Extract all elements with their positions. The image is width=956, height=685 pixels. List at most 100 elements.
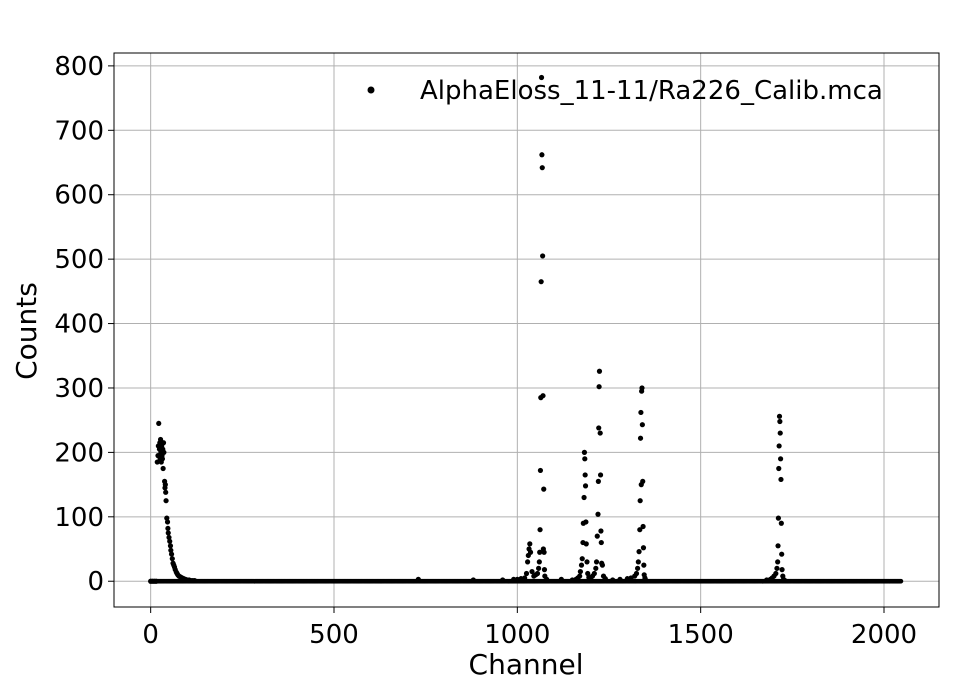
data-point — [161, 449, 167, 455]
data-point — [578, 562, 585, 568]
data-point — [598, 528, 604, 534]
data-point — [527, 549, 534, 555]
data-point — [775, 515, 782, 521]
data-point — [169, 556, 175, 562]
axis-ticks: 0 500 1000 1500 2000 0 100 200 300 400 500 600 700 80… — [54, 52, 917, 650]
x-axis-label: Channel — [469, 648, 584, 681]
data-point — [511, 576, 517, 582]
legend-label: AlphaEloss_11-11/Ra226_Calib.mca — [420, 76, 883, 106]
data-point — [167, 538, 173, 544]
data-point — [539, 165, 545, 171]
data-point — [584, 559, 590, 565]
data-point — [640, 523, 646, 530]
y-tick-label: 400 — [54, 310, 104, 340]
data-point — [583, 541, 589, 547]
data-point — [635, 559, 641, 565]
data-point — [778, 476, 784, 483]
data-point — [164, 519, 171, 525]
y-tick-label: 600 — [54, 181, 104, 211]
data-point — [541, 567, 548, 573]
data-point — [579, 556, 585, 562]
data-point — [536, 559, 542, 565]
data-point — [581, 449, 588, 455]
data-point — [541, 549, 547, 555]
data-point — [782, 577, 788, 584]
x-tick-label: 2000 — [851, 620, 917, 650]
data-point — [534, 570, 541, 577]
data-point — [525, 559, 531, 565]
data-point — [639, 422, 645, 428]
baseline-point — [898, 578, 904, 584]
data-point — [637, 498, 643, 504]
data-point — [776, 443, 782, 449]
data-point — [598, 539, 604, 546]
y-tick-label: 100 — [54, 503, 104, 533]
data-point — [633, 570, 640, 577]
data-point — [164, 515, 170, 521]
data-point — [595, 511, 601, 517]
y-tick-label: 700 — [54, 116, 104, 146]
data-point — [153, 578, 159, 584]
data-point — [596, 384, 602, 390]
data-point — [779, 551, 785, 557]
data-point — [636, 549, 642, 555]
data-point — [577, 568, 584, 575]
data-point — [602, 576, 608, 582]
data-point — [582, 483, 589, 489]
x-tick-label: 1500 — [668, 620, 734, 650]
data-point — [538, 279, 544, 285]
data-point — [640, 545, 647, 551]
data-point — [527, 541, 533, 547]
data-point — [160, 465, 166, 472]
data-point — [777, 430, 783, 436]
data-point — [544, 576, 550, 582]
data-point — [558, 576, 564, 582]
data-point — [635, 565, 641, 571]
data-point — [596, 368, 603, 374]
data-point — [773, 570, 779, 577]
data-point — [610, 577, 616, 583]
data-point — [163, 489, 169, 495]
data-point — [577, 573, 583, 579]
data-point — [778, 520, 784, 526]
data-point — [540, 253, 546, 259]
data-point — [779, 567, 785, 573]
data-point — [156, 420, 162, 427]
y-axis-label: Counts — [10, 282, 43, 380]
data-point — [470, 577, 476, 583]
y-tick-label: 300 — [54, 374, 104, 404]
data-point — [160, 440, 167, 446]
data-point — [536, 565, 542, 571]
data-point — [639, 385, 645, 391]
data-point — [500, 577, 506, 583]
data-point — [774, 565, 780, 571]
data-point — [538, 74, 545, 81]
data-point — [540, 393, 546, 399]
y-tick-label: 200 — [54, 438, 104, 468]
data-points — [148, 74, 904, 584]
data-point — [597, 430, 603, 436]
data-point — [522, 575, 528, 581]
data-point — [582, 456, 588, 462]
data-point — [539, 152, 545, 158]
data-point — [776, 465, 782, 472]
data-point — [641, 562, 647, 568]
data-point — [777, 418, 783, 425]
data-point — [415, 576, 421, 582]
data-point — [167, 543, 174, 549]
data-point — [581, 494, 587, 501]
data-point — [596, 425, 602, 431]
data-point — [165, 525, 171, 532]
legend-marker — [367, 86, 375, 94]
data-point — [775, 559, 781, 565]
data-point — [593, 565, 599, 571]
data-point — [599, 562, 606, 568]
data-point — [166, 534, 172, 541]
data-point — [617, 576, 623, 582]
data-point — [593, 559, 600, 565]
y-tick-label: 0 — [87, 567, 104, 597]
x-tick-label: 0 — [142, 620, 159, 650]
data-point — [643, 577, 649, 583]
